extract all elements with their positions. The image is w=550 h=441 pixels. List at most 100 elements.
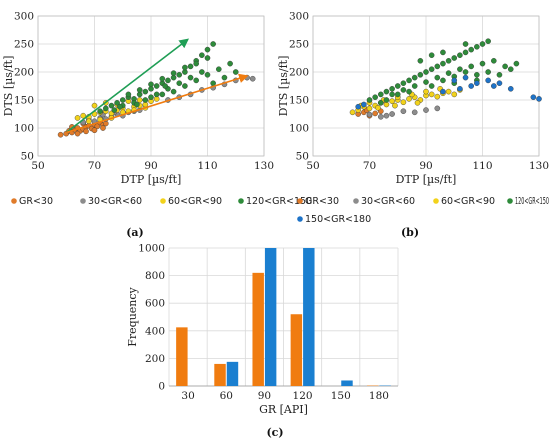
chart-c-xtick-label: 30 bbox=[181, 390, 194, 402]
chart-a-point-series-3 bbox=[221, 74, 228, 81]
chart-b-legend-marker bbox=[433, 198, 439, 204]
chart-c-bar-series-0 bbox=[290, 314, 303, 386]
chart-b-point-series-3 bbox=[389, 91, 395, 98]
chart-a-point-series-3 bbox=[111, 107, 118, 113]
chart-b-point-series-3 bbox=[468, 63, 475, 70]
chart-b-point-series-4 bbox=[507, 86, 514, 92]
scatter-chart-b: 50 100 150 200 250 300 50 70 90 110 130 DTP [µs/ft]… bbox=[277, 11, 549, 226]
chart-a-point-series-1 bbox=[249, 75, 256, 82]
chart-b-point-series-3 bbox=[507, 66, 514, 72]
panel-label-c: (c) bbox=[266, 426, 283, 439]
chart-b-point-series-2 bbox=[400, 99, 407, 106]
chart-a-legend-marker bbox=[80, 198, 86, 204]
chart-c-ytick-label: 200 bbox=[145, 353, 165, 365]
chart-c-bar-series-0 bbox=[214, 363, 226, 386]
chart-b-point-series-2 bbox=[423, 88, 429, 95]
chart-a-point-series-2 bbox=[80, 112, 86, 119]
chart-c-bar-series-1 bbox=[341, 380, 353, 386]
chart-b-point-series-3 bbox=[440, 60, 446, 67]
chart-a-legend-label: 120<GR<150 bbox=[246, 196, 312, 207]
chart-b-point-series-3 bbox=[383, 88, 390, 95]
chart-b-xtick-label: 50 bbox=[306, 160, 319, 172]
chart-a-point-series-2 bbox=[74, 115, 81, 121]
chart-b-point-series-4 bbox=[440, 88, 446, 95]
chart-b-xtick-label: 70 bbox=[363, 160, 376, 172]
chart-b-point-series-3 bbox=[434, 63, 441, 70]
chart-b-legend-label: 120<GR<150 bbox=[515, 196, 549, 207]
chart-b-point-series-4 bbox=[530, 94, 537, 100]
chart-a-point-series-3 bbox=[232, 69, 239, 75]
chart-b-point-series-2 bbox=[375, 105, 381, 111]
chart-b-xtick-label: 90 bbox=[419, 160, 432, 172]
chart-c-bar-series-0 bbox=[252, 272, 264, 386]
chart-a-point-series-2 bbox=[91, 102, 98, 109]
chart-b-point-series-3 bbox=[445, 70, 452, 76]
chart-a-plot-frame bbox=[37, 15, 265, 157]
chart-a-point-series-3 bbox=[176, 72, 183, 78]
chart-a-point-series-3 bbox=[204, 72, 211, 78]
chart-c-ytick-label: 400 bbox=[145, 325, 165, 337]
chart-a-point-series-3 bbox=[148, 81, 154, 88]
chart-b-point-series-2 bbox=[434, 93, 441, 100]
chart-b-point-series-3 bbox=[445, 58, 452, 64]
chart-b-point-series-3 bbox=[428, 52, 435, 59]
chart-b-point-series-3 bbox=[400, 87, 407, 93]
chart-b-point-series-2 bbox=[349, 109, 356, 116]
chart-b-point-series-3 bbox=[474, 72, 480, 78]
chart-a-xtick-label: 130 bbox=[254, 160, 274, 172]
chart-b-point-series-1 bbox=[377, 114, 384, 120]
chart-a-point-series-3 bbox=[187, 74, 194, 81]
chart-b-point-series-2 bbox=[414, 100, 421, 106]
chart-b-ytick-label: 150 bbox=[289, 95, 309, 107]
chart-a-point-series-3 bbox=[204, 46, 211, 53]
chart-b-point-series-4 bbox=[451, 77, 458, 84]
chart-a-point-series-0 bbox=[94, 123, 101, 130]
chart-a-legend-marker bbox=[11, 198, 17, 204]
chart-c-bar-series-1 bbox=[226, 361, 239, 386]
chart-b-point-series-4 bbox=[468, 83, 475, 89]
chart-b-point-series-3 bbox=[502, 63, 508, 70]
chart-b-point-series-1 bbox=[400, 108, 407, 114]
chart-a-trend-arrow-orange bbox=[66, 73, 249, 134]
chart-b-point-series-2 bbox=[445, 88, 452, 95]
chart-b-point-series-3 bbox=[372, 94, 378, 100]
scatter-chart-a: 50 100 150 200 250 300 50 70 90 110 130 DTP [µs/ft]… bbox=[2, 11, 312, 208]
chart-a-xtick-label: 110 bbox=[197, 160, 217, 172]
chart-b-point-series-4 bbox=[462, 74, 469, 81]
chart-a-point-series-3 bbox=[204, 55, 211, 61]
chart-a-point-series-3 bbox=[162, 83, 168, 89]
chart-b-point-series-3 bbox=[479, 60, 486, 67]
chart-a-point-series-3 bbox=[119, 97, 126, 103]
chart-b-point-series-1 bbox=[411, 109, 418, 116]
chart-b-point-series-3 bbox=[366, 97, 373, 103]
chart-b-y-axis-label: DTS [µs/ft] bbox=[277, 56, 290, 117]
chart-b-point-series-1 bbox=[366, 111, 373, 118]
chart-a-point-series-3 bbox=[142, 97, 149, 103]
chart-b-point-series-3 bbox=[423, 79, 429, 85]
chart-b-ytick-label: 100 bbox=[289, 123, 309, 135]
chart-a-ytick-label: 200 bbox=[14, 67, 34, 79]
chart-a-point-series-3 bbox=[159, 75, 166, 82]
chart-b-point-series-3 bbox=[451, 55, 458, 61]
chart-b-ytick-label: 50 bbox=[296, 151, 309, 163]
chart-c-xtick-label: 60 bbox=[220, 390, 233, 402]
chart-a-x-axis-label: DTP [µs/ft] bbox=[121, 173, 182, 186]
chart-b-point-series-4 bbox=[457, 86, 463, 92]
chart-b-legend-label: 60<GR<90 bbox=[441, 196, 495, 207]
chart-b-point-series-3 bbox=[406, 88, 412, 95]
chart-a-point-series-3 bbox=[148, 94, 154, 100]
chart-a-legend-label: 30<GR<60 bbox=[88, 196, 142, 207]
chart-b-point-series-3 bbox=[485, 69, 491, 75]
chart-b-legend-marker bbox=[297, 216, 303, 222]
panel-label-a: (a) bbox=[126, 226, 144, 239]
chart-a-point-series-3 bbox=[134, 101, 140, 108]
chart-a-point-series-3 bbox=[187, 63, 194, 70]
chart-b-point-series-3 bbox=[440, 49, 446, 56]
chart-b-point-series-2 bbox=[428, 91, 435, 98]
chart-b-point-series-4 bbox=[355, 103, 362, 110]
chart-b-point-series-3 bbox=[485, 38, 491, 45]
chart-a-point-series-3 bbox=[182, 83, 188, 89]
chart-b-point-series-3 bbox=[423, 69, 429, 75]
chart-a-point-series-3 bbox=[210, 80, 216, 86]
chart-b-point-series-0 bbox=[372, 110, 378, 117]
